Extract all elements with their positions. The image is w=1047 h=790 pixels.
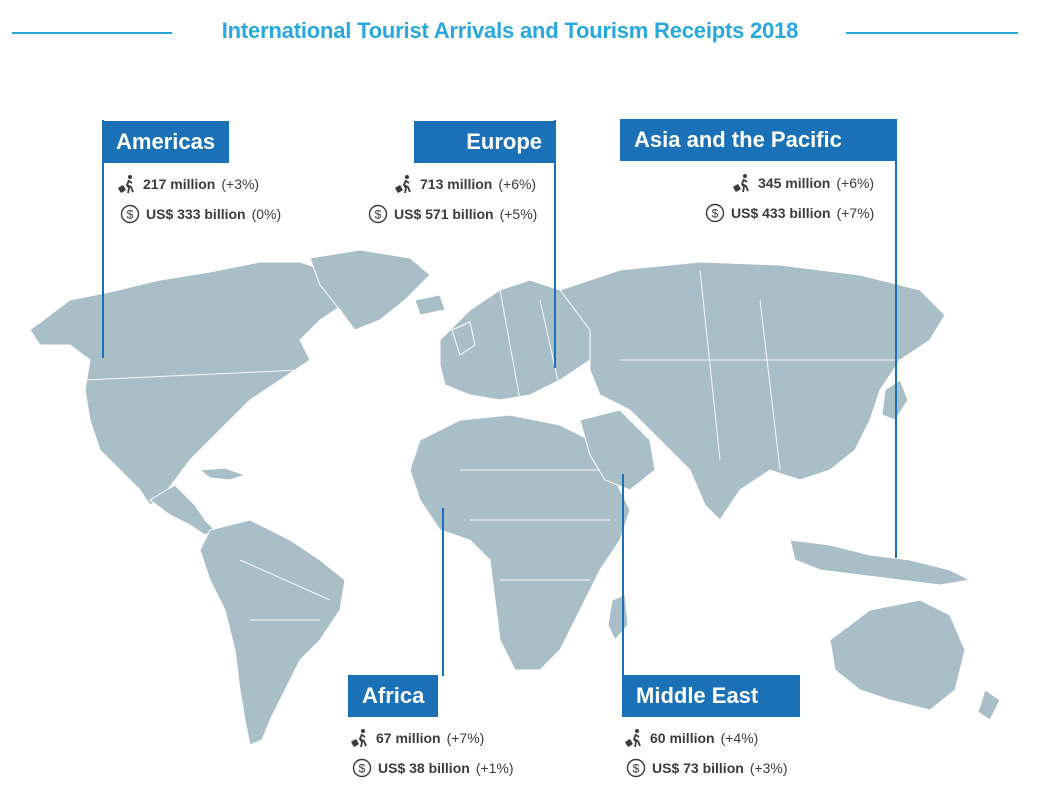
africa-receipts: $ US$ 38 billion (+1%) bbox=[352, 757, 514, 779]
greenland-landmass bbox=[309, 249, 431, 331]
title-rule-right bbox=[846, 32, 1018, 34]
north-america-landmass bbox=[29, 261, 351, 506]
title-row: International Tourist Arrivals and Touri… bbox=[0, 18, 1047, 48]
americas-arrivals: 217 million (+3%) bbox=[117, 173, 259, 195]
middle-east-leader-line bbox=[622, 474, 624, 676]
dollar-coin-icon: $ bbox=[352, 758, 372, 778]
map-title: International Tourist Arrivals and Touri… bbox=[221, 18, 799, 43]
americas-receipts: $ US$ 333 billion (0%) bbox=[120, 203, 281, 225]
europe-leader-line bbox=[554, 120, 556, 368]
svg-text:$: $ bbox=[375, 208, 382, 222]
southeast-asia-islands bbox=[789, 539, 972, 586]
madagascar-landmass bbox=[607, 594, 629, 641]
europe-receipts: $ US$ 571 billion (+5%) bbox=[368, 203, 537, 225]
asia-pacific-leader-line bbox=[895, 120, 897, 558]
asia-landmass bbox=[559, 261, 946, 521]
traveler-luggage-icon bbox=[733, 174, 749, 193]
traveler-luggage-icon bbox=[118, 175, 134, 194]
region-label-africa: Africa bbox=[348, 675, 439, 717]
new-zealand-landmass bbox=[977, 689, 1001, 721]
traveler-luggage-icon bbox=[625, 729, 641, 748]
europe-arrivals: 713 million (+6%) bbox=[394, 173, 536, 195]
region-label-americas: Americas bbox=[102, 121, 230, 163]
americas-leader-line bbox=[102, 120, 104, 358]
dollar-coin-icon: $ bbox=[626, 758, 646, 778]
region-label-asia-pacific: Asia and the Pacific bbox=[620, 119, 897, 161]
dollar-coin-icon: $ bbox=[368, 204, 388, 224]
africa-leader-line bbox=[442, 508, 444, 676]
africa-landmass bbox=[409, 414, 631, 671]
svg-text:$: $ bbox=[359, 762, 366, 776]
svg-text:$: $ bbox=[712, 207, 719, 221]
region-label-europe: Europe bbox=[414, 121, 556, 163]
uk-landmass bbox=[451, 321, 476, 356]
arabian-peninsula-landmass bbox=[579, 409, 656, 491]
svg-text:$: $ bbox=[127, 208, 134, 222]
dollar-coin-icon: $ bbox=[120, 204, 140, 224]
asia-pacific-arrivals: 345 million (+6%) bbox=[732, 172, 874, 194]
middle-east-arrivals: 60 million (+4%) bbox=[624, 727, 758, 749]
south-america-landmass bbox=[199, 519, 346, 746]
middle-east-receipts: $ US$ 73 billion (+3%) bbox=[626, 757, 788, 779]
traveler-luggage-icon bbox=[351, 729, 367, 748]
africa-arrivals: 67 million (+7%) bbox=[350, 727, 484, 749]
australia-landmass bbox=[829, 599, 966, 711]
svg-text:$: $ bbox=[633, 762, 640, 776]
traveler-luggage-icon bbox=[395, 175, 411, 194]
title-rule-left bbox=[12, 32, 172, 34]
caribbean-islands bbox=[198, 467, 247, 481]
region-label-middle-east: Middle East bbox=[622, 675, 800, 717]
dollar-coin-icon: $ bbox=[705, 203, 725, 223]
iceland-landmass bbox=[414, 294, 446, 316]
asia-pacific-receipts: $ US$ 433 billion (+7%) bbox=[705, 202, 874, 224]
